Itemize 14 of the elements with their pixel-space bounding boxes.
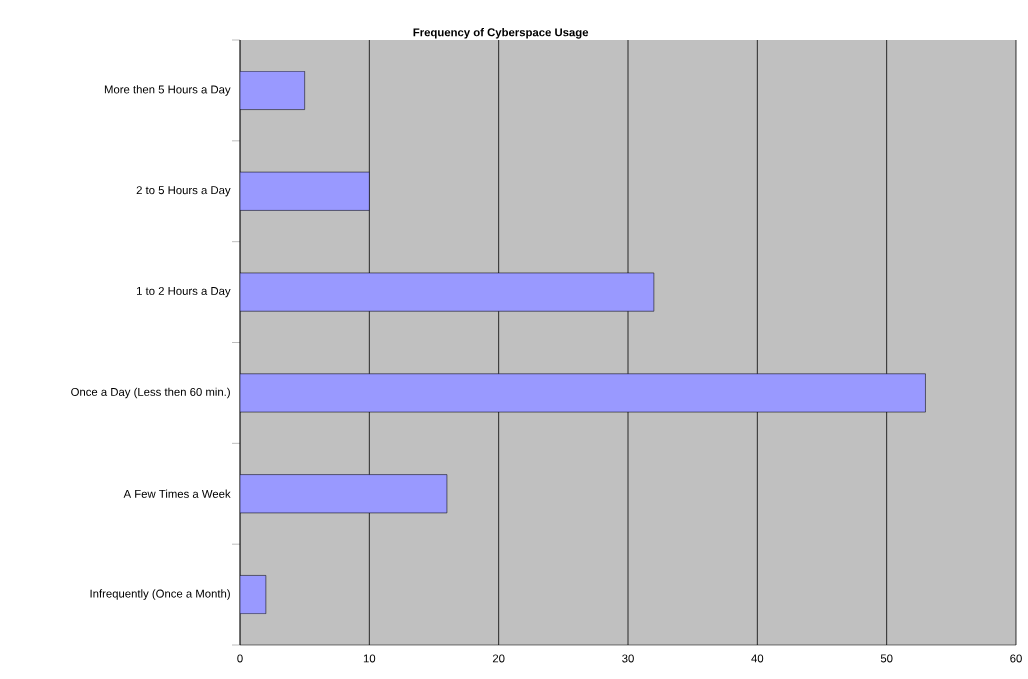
x-tick-label: 50 (880, 654, 893, 663)
x-tick-label: 0 (237, 654, 243, 663)
y-tick-label: More then 5 Hours a Day (104, 85, 231, 96)
y-tick-label: Infrequently (Once a Month) (90, 589, 230, 600)
x-tick-label: 10 (363, 654, 376, 663)
x-tick-label: 30 (622, 654, 634, 663)
x-tick-label: 60 (1010, 654, 1022, 663)
y-tick-label: 1 to 2 Hours a Day (136, 286, 231, 298)
x-tick-label: 40 (751, 654, 764, 663)
x-tick-label: 20 (492, 654, 505, 663)
y-tick-label: Once a Day (Less then 60 min.) (71, 387, 230, 399)
chart-title: Frequency of Cyberspace Usage (413, 28, 589, 39)
y-tick-label: 2 to 5 Hours a Day (136, 186, 231, 197)
y-tick-label: A Few Times a Week (123, 489, 231, 498)
